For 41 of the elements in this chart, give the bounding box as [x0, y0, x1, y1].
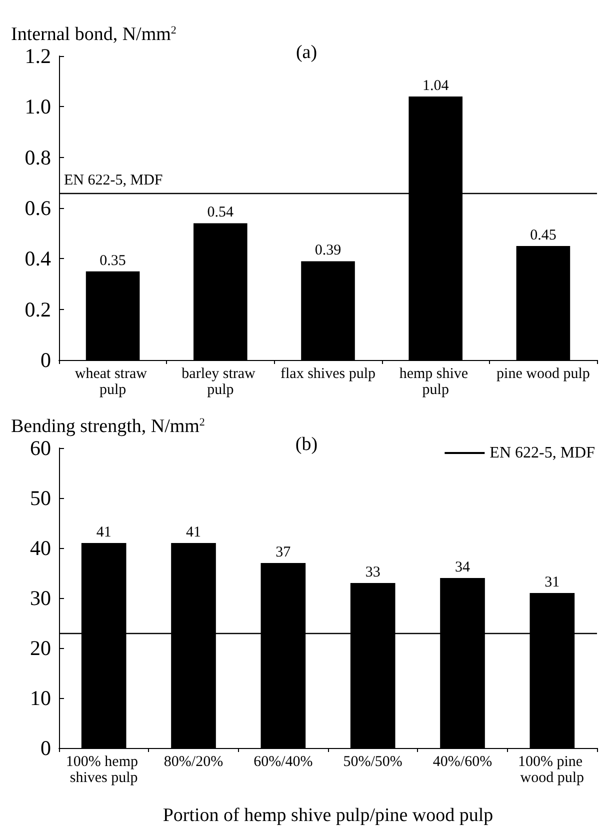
legend-label: EN 622-5, MDF [490, 444, 596, 462]
data-label: 34 [455, 560, 470, 576]
chart-title: (b) [295, 434, 318, 455]
x-tick-label: 60%/40% [254, 754, 313, 770]
y-tick-label: 20 [30, 636, 51, 660]
y-tick-label: 0.4 [24, 246, 52, 271]
y-tick-label: 0.6 [24, 196, 51, 220]
y-tick-label: 1.2 [24, 44, 51, 68]
chart-title: (a) [296, 42, 318, 63]
y-tick-label: 0.2 [24, 297, 51, 322]
data-label: 1.04 [422, 78, 450, 94]
y-tick-label: 50 [30, 486, 51, 510]
data-label: 0.39 [314, 242, 342, 259]
y-tick-label: 0 [40, 348, 51, 372]
ref-line-label: EN 622-5, MDF [64, 172, 163, 188]
data-label: 0.35 [100, 252, 126, 269]
data-label: 41 [186, 524, 201, 540]
y-tick-label: 10 [30, 686, 51, 710]
x-tick-label: 40%/60% [432, 754, 492, 770]
y-tick-label: 30 [30, 586, 51, 610]
x-tick-label: 100% pine wood pulp [518, 754, 586, 786]
y-tick-label: 1.0 [24, 94, 51, 119]
x-tick-label: barley straw pulp [182, 366, 260, 398]
x-tick-label: 80%/20% [164, 754, 224, 770]
data-label: 0.45 [530, 228, 556, 244]
x-tick-label: pine wood pulp [496, 366, 590, 382]
y-tick-label: 40 [30, 536, 51, 560]
data-label: 0.54 [207, 204, 234, 221]
x-tick-label: 100% hemp shives pulp [66, 754, 142, 786]
x-tick-label: hemp shive pulp [399, 366, 472, 398]
data-label: 41 [96, 524, 112, 540]
data-label: 37 [276, 544, 292, 560]
x-tick-label: 50%/50% [343, 754, 402, 770]
x-tick-label: flax shives pulp [280, 366, 376, 382]
x-tick-label: wheat straw pulp [74, 366, 151, 398]
data-label: 33 [365, 564, 380, 580]
y-tick-label: 0 [40, 736, 51, 760]
x-axis-title: Portion of hemp shive pulp/pine wood pulp [162, 805, 494, 826]
y-tick-label: 60 [30, 436, 51, 460]
data-label: 31 [544, 574, 560, 590]
y-tick-label: 0.8 [24, 145, 51, 170]
